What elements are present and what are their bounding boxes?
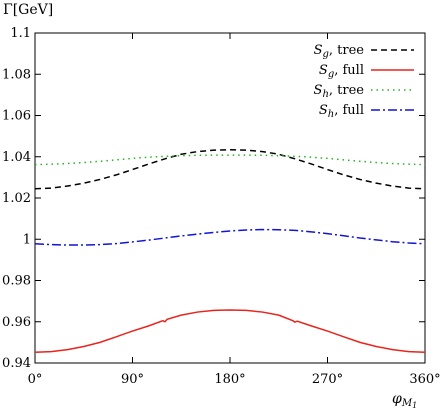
y-axis-label: Γ[GeV] [3, 2, 53, 18]
axis-ticks [34, 32, 426, 364]
legend-label-1: Sg, tree [314, 43, 365, 60]
x-tick-label: 0° [28, 372, 43, 387]
series-line-2 [34, 309, 426, 354]
legend-label-3: Sh, tree [314, 83, 365, 100]
y-tick-label: 1.08 [2, 67, 31, 82]
y-tick-label: 1.02 [2, 191, 31, 206]
series-line-4 [34, 228, 426, 246]
y-tick-label: 1.06 [2, 109, 31, 124]
y-tick-label: 0.96 [2, 315, 31, 330]
y-tick-label: 1.04 [2, 150, 31, 165]
plot-frame [34, 32, 426, 364]
x-tick-label: 360° [409, 372, 440, 387]
series-line-3 [34, 154, 426, 166]
x-tick-label: 270° [312, 372, 343, 387]
axis-tick-labels: 0° 90° 180° 270° 360° 0.94 0.96 0.98 1 1.02 1.04 1.… [2, 26, 441, 387]
y-tick-label: 1.1 [10, 26, 31, 41]
x-axis-label: φM1 [392, 391, 417, 409]
y-tick-label: 1 [23, 232, 31, 247]
series-lines [34, 148, 426, 354]
x-tick-label: 90° [121, 372, 144, 387]
y-tick-label: 0.98 [2, 274, 31, 289]
legend-label-2: Sg, full [319, 63, 364, 80]
x-tick-label: 180° [214, 372, 245, 387]
legend: Sg, tree Sg, full Sh, tree Sh, full [314, 43, 414, 120]
legend-label-4: Sh, full [319, 103, 364, 120]
y-tick-label: 0.94 [2, 356, 31, 371]
series-line-1 [34, 148, 426, 190]
